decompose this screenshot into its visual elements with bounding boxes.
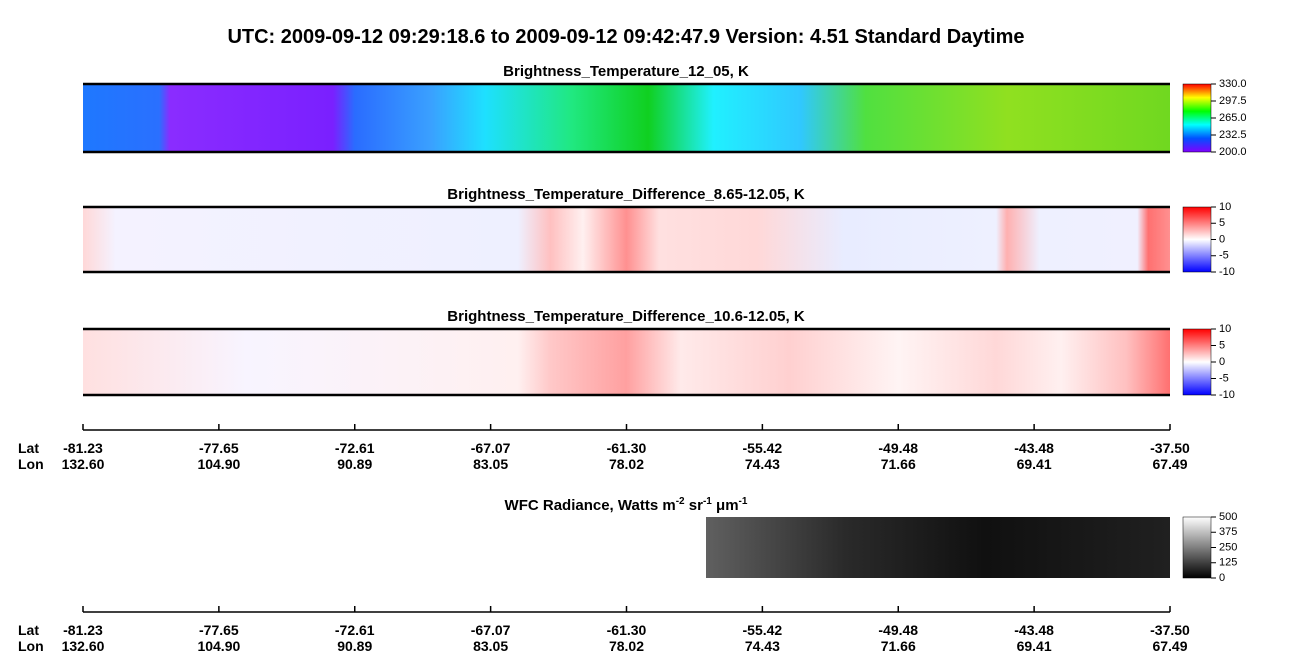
- lon-tick-label: 69.41: [1017, 456, 1052, 472]
- lat-tick-label: -77.65: [199, 440, 239, 456]
- lat-label: Lat: [18, 440, 39, 456]
- colorbar-tick-label: -5: [1219, 250, 1229, 262]
- title-part: -1: [703, 496, 712, 507]
- lon-tick-label: 104.90: [197, 638, 240, 654]
- lon-tick-label: 74.43: [745, 456, 780, 472]
- lat-tick-label: -81.23: [63, 622, 103, 638]
- lat-tick-label: -49.48: [878, 440, 918, 456]
- lon-tick-label: 78.02: [609, 456, 644, 472]
- lon-tick-label: 83.05: [473, 456, 508, 472]
- lat-tick-label: -49.48: [878, 622, 918, 638]
- lat-tick-label: -61.30: [607, 440, 647, 456]
- title-part: μm: [712, 497, 739, 514]
- lat-tick-label: -67.07: [471, 440, 511, 456]
- lat-tick-label: -43.48: [1014, 622, 1054, 638]
- title-part: -1: [739, 496, 748, 507]
- lat-tick-label: -72.61: [335, 440, 375, 456]
- lon-tick-label: 104.90: [197, 456, 240, 472]
- lon-tick-label: 67.49: [1152, 638, 1187, 654]
- lon-tick-label: 132.60: [62, 456, 105, 472]
- lon-tick-label: 74.43: [745, 638, 780, 654]
- lat-tick-label: -55.42: [743, 622, 783, 638]
- panel-title: Brightness_Temperature_Difference_8.65-1…: [447, 186, 805, 203]
- colorbar-tick-label: 5: [1219, 339, 1225, 351]
- colorbar-tick-label: 297.5: [1219, 95, 1247, 107]
- lon-tick-label: 78.02: [609, 638, 644, 654]
- lon-label: Lon: [18, 638, 44, 654]
- title-part: sr: [685, 497, 704, 514]
- lat-tick-label: -77.65: [199, 622, 239, 638]
- lon-tick-label: 90.89: [337, 456, 372, 472]
- lon-tick-label: 67.49: [1152, 456, 1187, 472]
- wfc-title: WFC Radiance, Watts m-2 sr-1 μm-1: [505, 496, 748, 514]
- colorbar-tick-label: 232.5: [1219, 129, 1247, 141]
- panel-title: Brightness_Temperature_Difference_10.6-1…: [447, 308, 805, 325]
- lon-tick-label: 132.60: [62, 638, 105, 654]
- colorbar-tick-label: 0: [1219, 233, 1225, 245]
- colorbar: [1182, 516, 1212, 579]
- colorbar-tick-label: -10: [1219, 389, 1235, 401]
- colorbar: [1182, 206, 1212, 273]
- lat-tick-label: -81.23: [63, 440, 103, 456]
- lon-tick-label: 71.66: [881, 638, 916, 654]
- colorbar-tick-label: 10: [1219, 201, 1231, 213]
- title-part: WFC Radiance, Watts m: [505, 497, 676, 514]
- colorbar-tick-label: 375: [1219, 526, 1237, 538]
- lon-label: Lon: [18, 456, 44, 472]
- lat-tick-label: -67.07: [471, 622, 511, 638]
- lon-tick-label: 69.41: [1017, 638, 1052, 654]
- lat-label: Lat: [18, 622, 39, 638]
- lon-tick-label: 83.05: [473, 638, 508, 654]
- colorbar-tick-label: 0: [1219, 572, 1225, 584]
- image: [83, 84, 1170, 152]
- colorbar-tick-label: 500: [1219, 511, 1237, 523]
- lat-tick-label: -37.50: [1150, 440, 1190, 456]
- lat-tick-label: -37.50: [1150, 622, 1190, 638]
- colorbar-tick-label: 125: [1219, 557, 1237, 569]
- wfc-image: [706, 517, 1170, 578]
- title-part: -2: [676, 496, 685, 507]
- colorbar: [1182, 83, 1212, 153]
- colorbar-tick-label: 250: [1219, 541, 1237, 553]
- colorbar-tick-label: 330.0: [1219, 78, 1247, 90]
- lat-tick-label: -61.30: [607, 622, 647, 638]
- colorbar-tick-label: 10: [1219, 323, 1231, 335]
- lat-tick-label: -72.61: [335, 622, 375, 638]
- page-title: UTC: 2009-09-12 09:29:18.6 to 2009-09-12…: [227, 26, 1024, 48]
- image: [83, 329, 1170, 395]
- colorbar-tick-label: 5: [1219, 217, 1225, 229]
- panel-title: Brightness_Temperature_12_05, K: [503, 63, 749, 80]
- colorbar-tick-label: -10: [1219, 266, 1235, 278]
- panel-borders: [83, 82, 1170, 397]
- colorbar: [1182, 328, 1212, 396]
- colorbar-tick-label: -5: [1219, 372, 1229, 384]
- lon-tick-label: 90.89: [337, 638, 372, 654]
- lat-tick-label: -55.42: [743, 440, 783, 456]
- colorbar-tick-label: 200.0: [1219, 146, 1247, 158]
- colorbar-tick-label: 0: [1219, 356, 1225, 368]
- lat-tick-label: -43.48: [1014, 440, 1054, 456]
- colorbar-tick-label: 265.0: [1219, 112, 1247, 124]
- lon-tick-label: 71.66: [881, 456, 916, 472]
- image: [83, 207, 1170, 272]
